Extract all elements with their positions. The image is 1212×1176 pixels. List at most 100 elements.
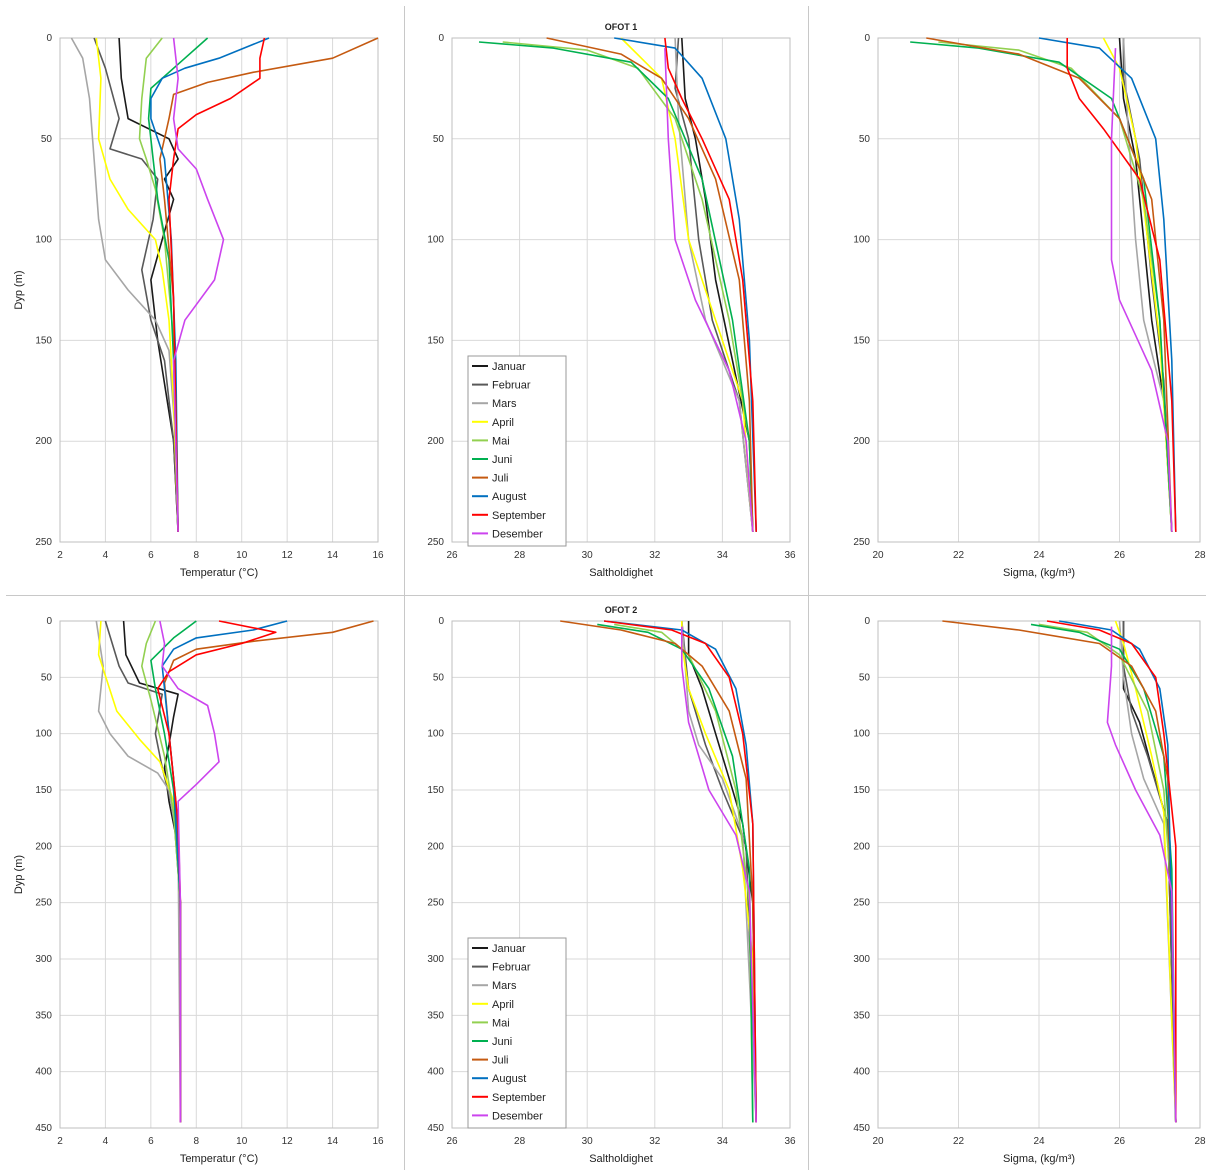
plot-frame <box>59 620 379 1129</box>
x-tick-label: 28 <box>514 550 526 561</box>
series-line-mai <box>1038 623 1177 1123</box>
y-tick-label: 100 <box>35 235 52 246</box>
series-line-august <box>1038 37 1177 532</box>
chart-salinity-ofot1: 0 50 100 150 200 250 26 28 30 32 34 36 OFOT 1 Salthol… <box>404 0 808 588</box>
series-line-januar <box>118 37 179 532</box>
chart-svg: 0 50 100 150 200 250 300 350 400 450 2 4 6 8 10 12 14 16 T… <box>13 616 384 1165</box>
x-tick-label: 28 <box>514 1136 526 1147</box>
series-line-august <box>614 37 757 532</box>
x-tick-label: 24 <box>1033 550 1045 561</box>
divider-horizontal <box>6 595 1206 596</box>
y-tick-label: 0 <box>46 33 52 44</box>
plot-frame <box>877 620 1201 1129</box>
legend-item-label: April <box>492 417 514 429</box>
x-tick-label: 10 <box>236 1136 248 1147</box>
series-line-desember <box>172 37 225 532</box>
y-tick-label: 50 <box>433 134 445 145</box>
y-tick-label: 0 <box>864 616 870 627</box>
y-tick-label: 150 <box>35 785 52 796</box>
y-tick-label: 100 <box>427 729 444 740</box>
x-axis-title: Saltholdighet <box>589 567 653 579</box>
y-tick-label: 0 <box>46 616 52 627</box>
chart-svg: 0 50 100 150 200 250 2 4 6 8 10 12 14 16 Temperatur (°… <box>13 33 384 579</box>
divider-vertical-1 <box>404 6 405 1170</box>
y-tick-label: 300 <box>35 954 52 965</box>
series-line-mai <box>938 41 1173 532</box>
series-line-mars <box>674 37 754 532</box>
x-tick-label: 6 <box>148 1136 154 1147</box>
chart-temperature-ofot2: 0 50 100 150 200 250 300 350 400 450 2 4 6 8 10 12 14 16 T… <box>0 588 404 1176</box>
x-tick-label: 28 <box>1194 1136 1206 1147</box>
legend-item-label: Mars <box>492 398 517 410</box>
series-line-april <box>620 37 754 532</box>
chart-temperature-ofot1: 0 50 100 150 200 250 2 4 6 8 10 12 14 16 Temperatur (°… <box>0 0 404 588</box>
y-tick-label: 250 <box>427 898 444 909</box>
x-tick-label: 16 <box>372 1136 384 1147</box>
x-tick-label: 6 <box>148 550 154 561</box>
y-tick-label: 100 <box>35 729 52 740</box>
x-tick-label: 36 <box>784 550 796 561</box>
legend-item-label: Januar <box>492 361 526 373</box>
legend-item-label: Februar <box>492 962 531 974</box>
y-tick-label: 100 <box>853 235 870 246</box>
legend-item-label: August <box>492 1073 526 1085</box>
series-line-desember <box>1106 626 1177 1123</box>
y-tick-label: 250 <box>35 537 52 548</box>
x-tick-label: 10 <box>236 550 248 561</box>
x-tick-label: 26 <box>446 550 458 561</box>
series-line-mars <box>70 37 179 532</box>
y-axis-title: Dyp (m) <box>13 270 25 309</box>
y-tick-label: 250 <box>427 537 444 548</box>
y-tick-label: 200 <box>853 436 870 447</box>
series-line-desember <box>681 626 757 1123</box>
legend-item-label: Juli <box>492 1055 509 1067</box>
x-tick-label: 30 <box>582 1136 594 1147</box>
y-tick-label: 400 <box>427 1067 444 1078</box>
y-tick-label: 200 <box>427 436 444 447</box>
legend-item-label: Juli <box>492 473 509 485</box>
x-tick-label: 32 <box>649 550 661 561</box>
series-line-desember <box>1110 48 1173 532</box>
chart-sigma-ofot1: 0 50 100 150 200 250 20 22 24 26 28 Sigma, (kg/m³) <box>808 0 1212 588</box>
y-tick-label: 450 <box>427 1123 444 1134</box>
series-line-juni <box>147 37 209 532</box>
x-tick-label: 4 <box>103 1136 109 1147</box>
legend-item-label: Desember <box>492 1110 543 1122</box>
y-tick-label: 0 <box>438 33 444 44</box>
x-tick-label: 2 <box>57 1136 63 1147</box>
y-tick-label: 400 <box>35 1067 52 1078</box>
y-tick-label: 50 <box>433 672 445 683</box>
legend-item-label: Juni <box>492 1036 512 1048</box>
series-line-juni <box>597 623 754 1123</box>
series-line-april <box>97 620 182 1123</box>
series-line-mars <box>95 620 182 1123</box>
y-tick-label: 250 <box>853 898 870 909</box>
y-tick-label: 200 <box>35 841 52 852</box>
series-line-april <box>95 37 179 532</box>
y-axis-title: Dyp (m) <box>13 855 25 894</box>
series-line-juni <box>150 620 197 1123</box>
x-tick-label: 28 <box>1194 550 1206 561</box>
legend-item-label: September <box>492 510 546 522</box>
x-tick-label: 12 <box>282 550 294 561</box>
y-tick-label: 50 <box>859 672 871 683</box>
x-tick-label: 8 <box>194 1136 200 1147</box>
legend-item-label: Januar <box>492 943 526 955</box>
y-tick-label: 450 <box>853 1123 870 1134</box>
y-tick-label: 100 <box>427 235 444 246</box>
y-tick-label: 150 <box>427 335 444 346</box>
y-tick-label: 200 <box>35 436 52 447</box>
chart-sigma-ofot2: 0 50 100 150 200 250 300 350 400 450 20 22 24 26 28 Sig… <box>808 588 1212 1176</box>
series-line-september <box>1046 620 1177 1123</box>
y-tick-label: 350 <box>427 1010 444 1021</box>
x-tick-label: 32 <box>649 1136 661 1147</box>
x-tick-label: 24 <box>1033 1136 1045 1147</box>
legend-item-label: August <box>492 491 526 503</box>
legend-item-label: April <box>492 999 514 1011</box>
series-line-juli <box>159 37 379 532</box>
x-tick-label: 22 <box>953 550 965 561</box>
x-axis-title: Temperatur (°C) <box>180 567 258 579</box>
x-tick-label: 4 <box>103 550 109 561</box>
